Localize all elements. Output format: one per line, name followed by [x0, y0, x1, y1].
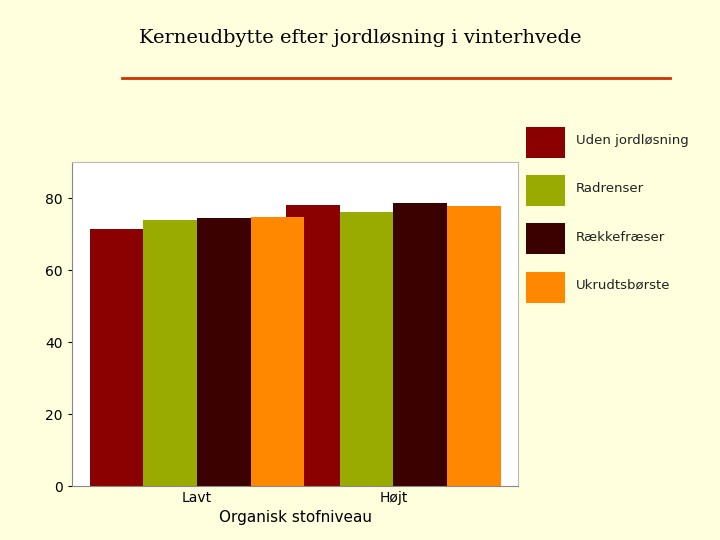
Text: Rækkefræser: Rækkefræser: [576, 231, 665, 244]
Bar: [90, 228, 143, 486]
FancyBboxPatch shape: [526, 224, 565, 254]
Text: Uden jordløsning: Uden jordløsning: [576, 134, 689, 147]
Text: Kerneudbytte efter jordløsning i vinterhvede: Kerneudbytte efter jordløsning i vinterh…: [139, 29, 581, 47]
X-axis label: Organisk stofniveau: Organisk stofniveau: [219, 510, 372, 525]
Bar: [143, 220, 197, 486]
FancyBboxPatch shape: [526, 175, 565, 206]
Bar: [197, 218, 251, 486]
Bar: [287, 205, 340, 486]
Bar: [340, 212, 393, 486]
Text: Radrenser: Radrenser: [576, 183, 644, 195]
Text: Ukrudtsbørste: Ukrudtsbørste: [576, 279, 670, 292]
FancyBboxPatch shape: [526, 126, 565, 158]
FancyBboxPatch shape: [526, 272, 565, 303]
Bar: [393, 204, 447, 486]
Bar: [447, 206, 500, 486]
Bar: [251, 217, 304, 486]
